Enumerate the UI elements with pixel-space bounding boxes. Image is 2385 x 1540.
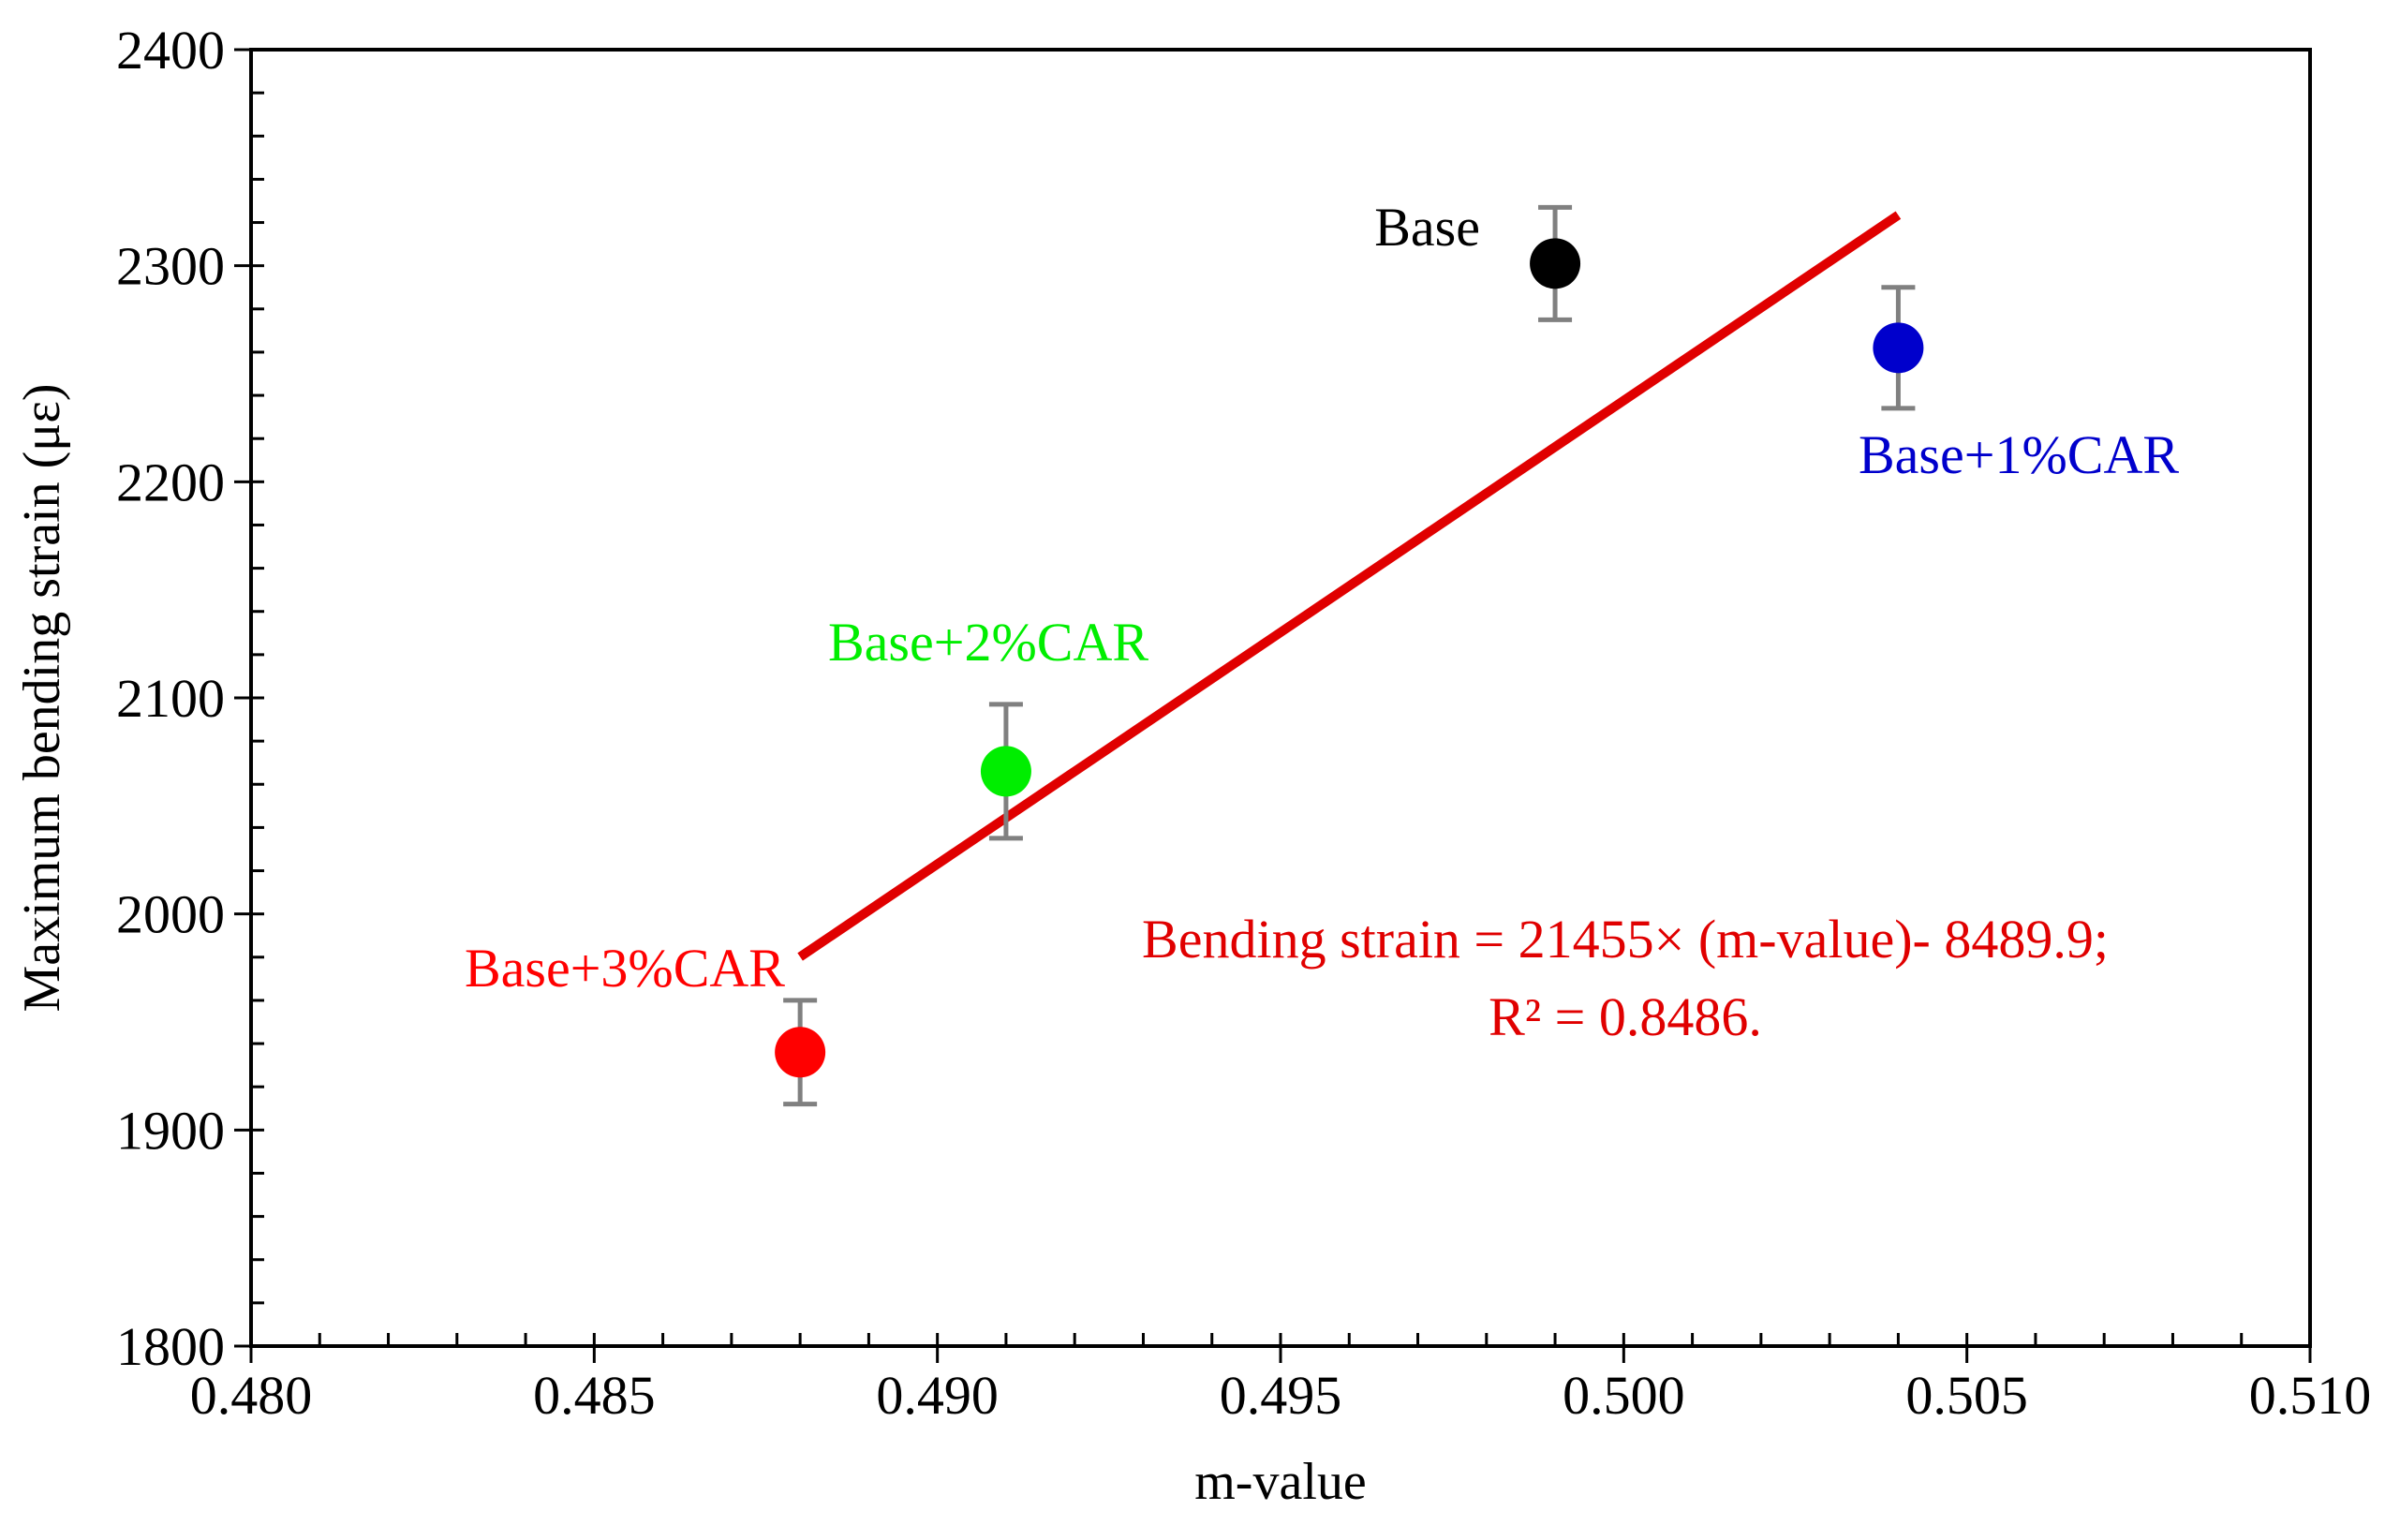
major-ticks xyxy=(234,48,2312,1363)
data-point xyxy=(775,1027,826,1078)
x-tick-label: 0.490 xyxy=(876,1365,999,1426)
point-labels: Base Base+1%CAR Base+2%CAR Base+3%CAR xyxy=(465,197,2179,999)
x-tick-label: 0.510 xyxy=(2249,1365,2372,1426)
x-tick-label: 0.495 xyxy=(1220,1365,1342,1426)
y-tick-label: 1800 xyxy=(116,1316,225,1377)
point-label: Base+2%CAR xyxy=(828,612,1148,673)
trendline xyxy=(797,211,1902,961)
trendline-group xyxy=(797,211,1902,961)
x-tick-label: 0.480 xyxy=(190,1365,313,1426)
trendline-r-squared: R² = 0.8486. xyxy=(1489,986,1762,1047)
trendline-equation: Bending strain = 21455× (m-value)- 8489.… xyxy=(1142,909,2109,970)
point-label: Base+3%CAR xyxy=(465,938,785,999)
y-tick-label: 1900 xyxy=(116,1100,225,1161)
x-tick-labels: 0.480 0.485 0.490 0.495 0.500 0.505 0.510 xyxy=(190,1365,2372,1426)
y-tick-label: 2100 xyxy=(116,668,225,729)
data-points xyxy=(775,238,1924,1078)
data-point xyxy=(1873,322,1924,374)
x-tick-label: 0.505 xyxy=(1905,1365,2028,1426)
plot-area-frame xyxy=(249,48,2312,1348)
y-tick-labels: 1800 1900 2000 2100 2200 2300 2400 xyxy=(116,20,225,1377)
y-tick-label: 2200 xyxy=(116,452,225,512)
point-label: Base+1%CAR xyxy=(1859,424,2179,485)
y-tick-label: 2400 xyxy=(116,20,225,81)
minor-ticks xyxy=(249,48,2312,1348)
point-label: Base xyxy=(1374,197,1480,258)
data-point xyxy=(980,746,1031,797)
y-axis-label: Maximum bending strain (με) xyxy=(13,384,71,1013)
x-tick-label: 0.500 xyxy=(1563,1365,1685,1426)
x-tick-label: 0.485 xyxy=(533,1365,656,1426)
y-tick-label: 2000 xyxy=(116,884,225,945)
x-axis-label: m-value xyxy=(1194,1453,1366,1511)
data-point xyxy=(1530,238,1581,289)
y-tick-label: 2300 xyxy=(116,236,225,297)
